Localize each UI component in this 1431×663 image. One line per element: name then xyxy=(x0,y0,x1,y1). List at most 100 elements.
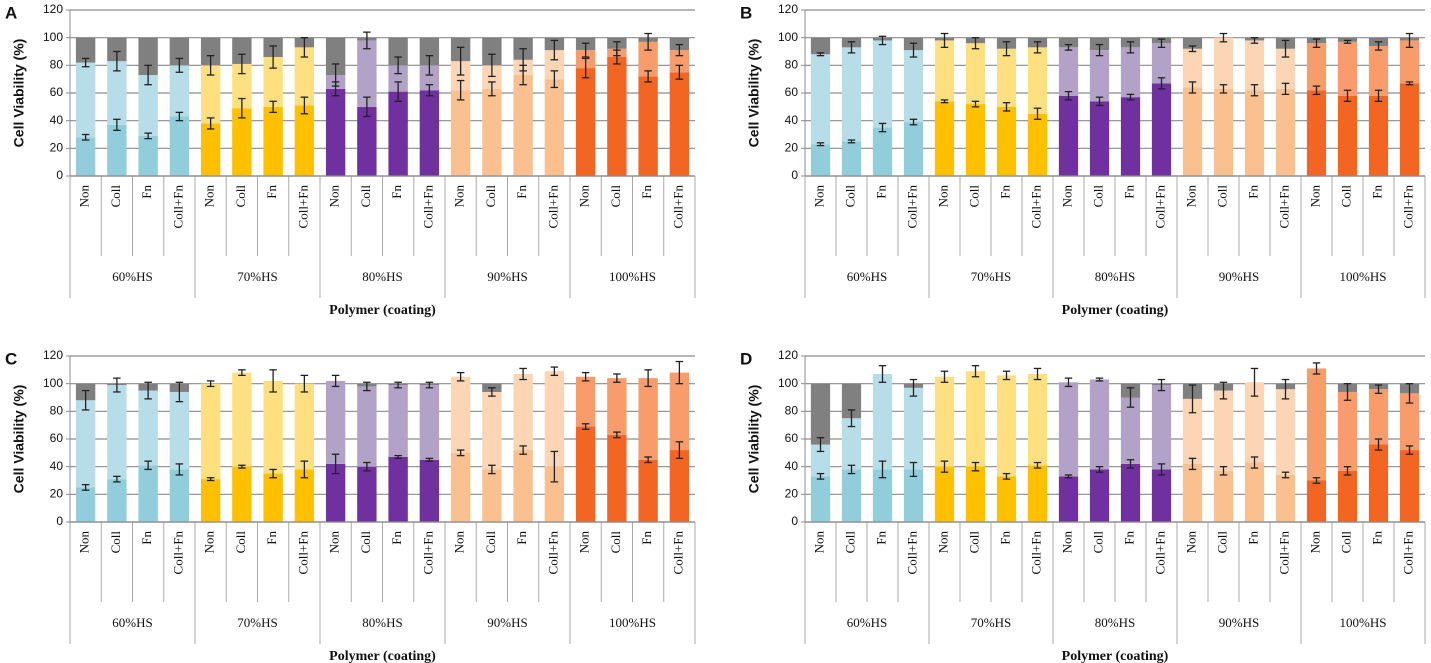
bar-segment xyxy=(232,466,252,522)
error-bar xyxy=(394,454,402,460)
error-bar xyxy=(206,55,215,76)
bar-segment xyxy=(872,373,893,470)
error-bar xyxy=(1157,378,1166,392)
bar-segment xyxy=(294,383,315,470)
y-tick-label: 20 xyxy=(50,141,64,155)
error-bar xyxy=(425,381,434,389)
error-bar xyxy=(1064,377,1073,388)
bar-segment xyxy=(903,122,924,176)
error-bar xyxy=(1312,362,1321,375)
bar-segment xyxy=(607,57,627,176)
x-tick-label: Fn xyxy=(1121,531,1136,545)
error-bar xyxy=(1343,383,1352,401)
bar-segment xyxy=(810,54,831,145)
error-bar xyxy=(394,56,402,75)
x-tick-label: Coll xyxy=(1090,185,1105,208)
y-axis-label: Cell Viability (%) xyxy=(11,385,27,494)
error-bar xyxy=(81,483,90,491)
bar-segment xyxy=(934,466,955,522)
bar-segment xyxy=(965,43,986,105)
error-bar xyxy=(144,381,152,400)
error-bar xyxy=(816,472,825,480)
bar-segment xyxy=(1306,90,1327,176)
error-bar xyxy=(1281,471,1290,479)
error-bar xyxy=(971,461,980,472)
error-bar xyxy=(1343,89,1352,102)
x-tick-label: Fn xyxy=(1369,531,1384,545)
bar-segment xyxy=(388,456,408,522)
y-tick-label: 20 xyxy=(50,487,64,501)
y-tick-label: 40 xyxy=(785,459,799,473)
bar-segment xyxy=(996,106,1017,176)
panel: B Cell Viability (%) 0 20 40 60 80 100 120 Non Col… xyxy=(740,2,1426,318)
error-bar xyxy=(425,84,434,97)
bar-segment xyxy=(1058,382,1079,477)
bar-segment xyxy=(232,37,252,64)
error-bar xyxy=(1033,107,1042,120)
x-tick-label: Coll+Fn xyxy=(1400,185,1415,229)
bar-segment xyxy=(1306,43,1327,91)
bar-segment xyxy=(263,473,283,522)
x-tick-label: Non xyxy=(1307,185,1322,208)
error-bar xyxy=(206,477,215,482)
bar-segment xyxy=(1275,474,1296,522)
bar-segment xyxy=(1120,397,1141,464)
x-tick-label: Coll xyxy=(1214,531,1229,554)
x-tick-label: Coll+Fn xyxy=(1028,185,1043,229)
error-bar xyxy=(144,132,152,140)
bar-segment xyxy=(169,65,190,117)
x-tick-label: Coll xyxy=(358,185,373,208)
bar-segment xyxy=(1089,101,1110,176)
bar-segment xyxy=(544,371,565,467)
bar-segment xyxy=(1027,465,1048,522)
bar-segment xyxy=(1027,373,1048,466)
error-bar xyxy=(175,463,184,476)
bar-segment xyxy=(638,41,658,77)
y-tick-label: 80 xyxy=(50,58,64,72)
bar-segment xyxy=(638,76,658,176)
error-bar xyxy=(269,369,277,393)
bar-segment xyxy=(841,383,862,419)
x-tick-label: Coll xyxy=(1214,185,1229,208)
error-bar xyxy=(644,456,652,464)
x-tick-label: Non xyxy=(935,531,950,554)
bar-segment xyxy=(810,444,831,477)
bar-segment xyxy=(107,385,127,480)
y-tick-label: 100 xyxy=(43,376,63,390)
group-label: 80%HS xyxy=(1095,615,1135,630)
bar-segment xyxy=(200,37,221,66)
bar-segment xyxy=(810,144,831,176)
error-bar xyxy=(675,64,684,80)
x-tick-label: Coll xyxy=(358,531,373,554)
error-bar xyxy=(675,441,684,460)
bar-segment xyxy=(75,487,96,522)
bar-segment xyxy=(419,37,440,66)
x-tick-label: Coll xyxy=(1090,531,1105,554)
error-bar xyxy=(175,57,184,73)
bar-segment xyxy=(996,375,1017,477)
error-bar xyxy=(847,464,856,475)
error-bar xyxy=(113,475,121,483)
x-tick-label: Non xyxy=(935,185,950,208)
x-tick-label: Non xyxy=(577,185,592,208)
bar-segment xyxy=(232,108,252,176)
bar-segment xyxy=(669,372,690,451)
bar-segment xyxy=(1368,45,1389,96)
bar-segment xyxy=(450,90,471,176)
error-bar xyxy=(940,32,949,48)
x-tick-label: Fn xyxy=(514,185,529,199)
bar-segment xyxy=(810,476,831,522)
error-bar xyxy=(1281,39,1290,58)
error-bar xyxy=(144,460,152,471)
x-tick-label: Coll+Fn xyxy=(420,185,435,229)
error-bar xyxy=(519,367,527,381)
error-bar xyxy=(909,378,918,397)
error-bar xyxy=(363,381,371,392)
bar-segment xyxy=(107,479,127,522)
x-tick-label: Fn xyxy=(639,185,654,199)
error-bar xyxy=(81,389,90,411)
error-bar xyxy=(1157,77,1166,90)
bar-segment xyxy=(1399,83,1420,176)
x-tick-label: Non xyxy=(327,531,342,554)
